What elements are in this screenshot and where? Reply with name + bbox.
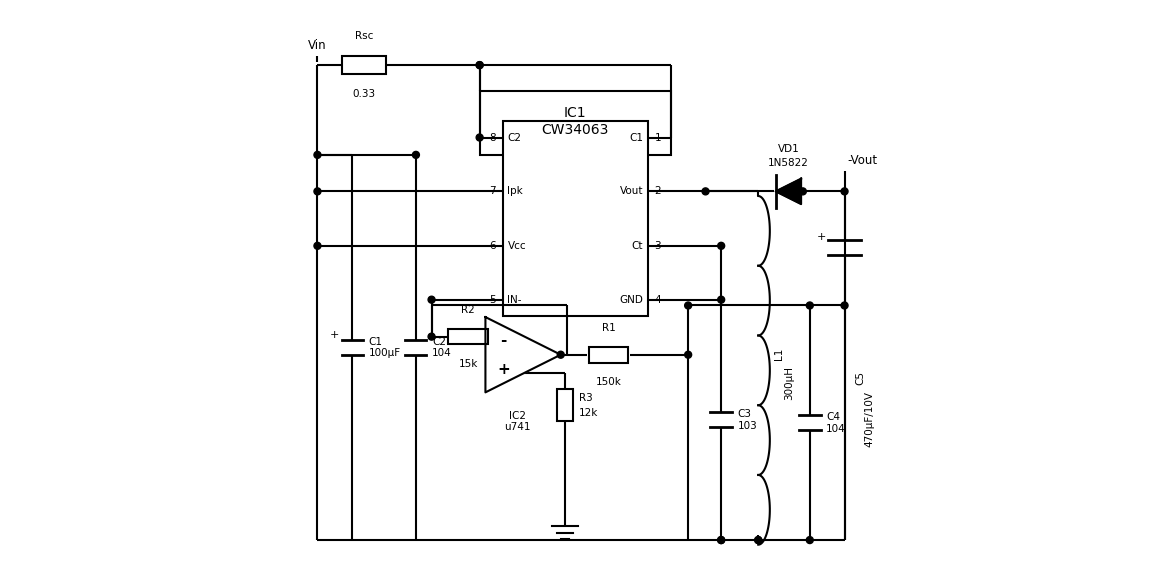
Text: +: + — [330, 331, 339, 340]
Text: 3: 3 — [654, 241, 661, 251]
Circle shape — [314, 242, 321, 249]
Bar — [557, 389, 573, 421]
Text: 12k: 12k — [580, 409, 598, 418]
Circle shape — [841, 188, 848, 195]
Text: VD1: VD1 — [777, 144, 799, 154]
Text: 470μF/10V: 470μF/10V — [865, 391, 874, 447]
Bar — [589, 347, 629, 363]
Circle shape — [718, 537, 725, 544]
Text: R3: R3 — [580, 393, 593, 403]
Circle shape — [755, 537, 762, 544]
Circle shape — [702, 188, 709, 195]
Text: L1: L1 — [774, 348, 784, 360]
Text: 7: 7 — [489, 186, 496, 196]
Circle shape — [684, 302, 691, 309]
Text: Ct: Ct — [631, 241, 643, 251]
Bar — [342, 56, 386, 74]
Text: IN-: IN- — [508, 294, 522, 305]
Text: Vin: Vin — [308, 40, 327, 52]
Text: 1N5822: 1N5822 — [768, 158, 809, 168]
Circle shape — [718, 242, 725, 249]
Text: IC1: IC1 — [564, 106, 587, 120]
Text: +: + — [497, 361, 510, 377]
Text: 8: 8 — [489, 133, 496, 143]
Text: 15k: 15k — [458, 359, 478, 368]
Circle shape — [806, 537, 813, 544]
Polygon shape — [486, 317, 561, 392]
Circle shape — [684, 352, 691, 358]
Bar — [449, 329, 488, 345]
Text: 2: 2 — [654, 186, 661, 196]
Text: 0.33: 0.33 — [352, 90, 375, 100]
Circle shape — [476, 62, 483, 69]
Circle shape — [806, 302, 813, 309]
Text: Vout: Vout — [619, 186, 643, 196]
Text: Ipk: Ipk — [508, 186, 523, 196]
Circle shape — [314, 151, 321, 158]
Text: C2: C2 — [508, 133, 522, 143]
Text: 6: 6 — [489, 241, 496, 251]
Text: 4: 4 — [654, 294, 661, 305]
Text: R2: R2 — [461, 304, 475, 315]
Text: C1
100μF: C1 100μF — [368, 336, 401, 359]
Text: Rsc: Rsc — [354, 31, 373, 41]
Text: +: + — [817, 232, 826, 242]
Text: 300μH: 300μH — [783, 366, 794, 400]
Bar — [480, 91, 670, 155]
Circle shape — [718, 537, 725, 544]
Circle shape — [476, 134, 483, 141]
Polygon shape — [775, 179, 801, 204]
Text: CW34063: CW34063 — [541, 123, 609, 137]
Circle shape — [476, 62, 483, 69]
Text: C3
103: C3 103 — [738, 409, 758, 431]
Bar — [503, 121, 647, 316]
Text: R1: R1 — [602, 322, 616, 333]
Circle shape — [428, 296, 435, 303]
Circle shape — [428, 333, 435, 340]
Text: 150k: 150k — [596, 377, 622, 386]
Text: GND: GND — [619, 294, 643, 305]
Text: C1: C1 — [629, 133, 643, 143]
Circle shape — [799, 188, 806, 195]
Text: C4
104: C4 104 — [826, 412, 846, 434]
Text: 1: 1 — [654, 133, 661, 143]
Circle shape — [841, 302, 848, 309]
Circle shape — [413, 151, 419, 158]
Text: IC2
u741: IC2 u741 — [504, 411, 531, 432]
Text: C5: C5 — [855, 371, 865, 385]
Text: C2
104: C2 104 — [432, 336, 452, 359]
Text: -: - — [501, 333, 507, 348]
Text: 5: 5 — [489, 294, 496, 305]
Text: Vcc: Vcc — [508, 241, 526, 251]
Text: -Vout: -Vout — [847, 154, 877, 167]
Circle shape — [558, 352, 565, 358]
Circle shape — [314, 188, 321, 195]
Circle shape — [755, 537, 762, 544]
Circle shape — [718, 296, 725, 303]
